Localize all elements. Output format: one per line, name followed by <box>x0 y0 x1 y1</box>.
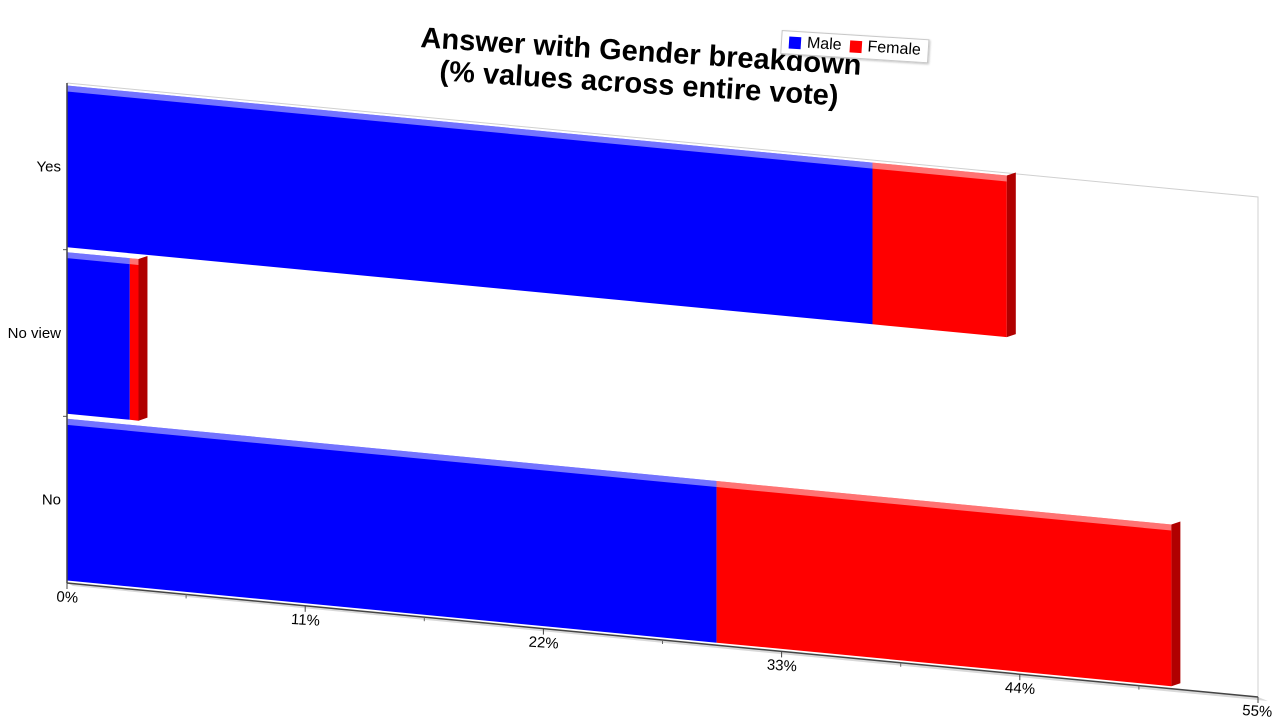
labels-group: Yes No view No 0% 11% 22% 33% 44% 55% <box>8 158 1273 720</box>
bar-no-view-male <box>67 252 130 420</box>
bar-highlight-no-male <box>67 418 717 488</box>
bar-yes-female <box>872 162 1007 338</box>
legend-swatch-male <box>788 36 802 50</box>
plot-back-wall <box>66 82 1259 697</box>
legend-item-female: Female <box>849 37 921 59</box>
bar-highlight-yes-female <box>872 162 1007 182</box>
plot-floor <box>67 583 1268 701</box>
plot-background <box>66 82 1268 701</box>
bar-no-female <box>716 481 1172 687</box>
bar-no-view-female <box>129 258 139 421</box>
x-tick-label: 0% <box>56 588 79 606</box>
legend-label-female: Female <box>867 38 922 59</box>
bar-side-yes-female <box>1006 172 1016 338</box>
legend-label-male: Male <box>806 34 843 54</box>
bar-no-male <box>67 418 717 643</box>
bar-highlight-no-female <box>716 481 1172 531</box>
legend-swatch-female <box>849 40 862 54</box>
bar-highlight-no-view-female <box>129 258 139 266</box>
x-tick-label: 55% <box>1242 702 1273 720</box>
category-label-yes: Yes <box>37 158 61 175</box>
bars-group <box>67 85 1181 687</box>
x-tick-label: 22% <box>528 634 559 653</box>
bar-highlight-no-view-male <box>67 252 130 265</box>
category-label-no-view: No view <box>8 325 62 342</box>
axes-group <box>63 83 1259 703</box>
legend-item-male: Male <box>788 34 842 55</box>
bar-highlight-yes-male <box>67 85 873 169</box>
x-tick-label: 11% <box>291 611 321 630</box>
x-tick-label: 33% <box>766 656 797 675</box>
bar-side-no-view-female <box>138 256 148 421</box>
x-tick-label: 44% <box>1005 679 1036 698</box>
bar-yes-male <box>67 85 873 325</box>
category-label-no: No <box>42 492 61 509</box>
bar-side-no-female <box>1171 521 1181 687</box>
